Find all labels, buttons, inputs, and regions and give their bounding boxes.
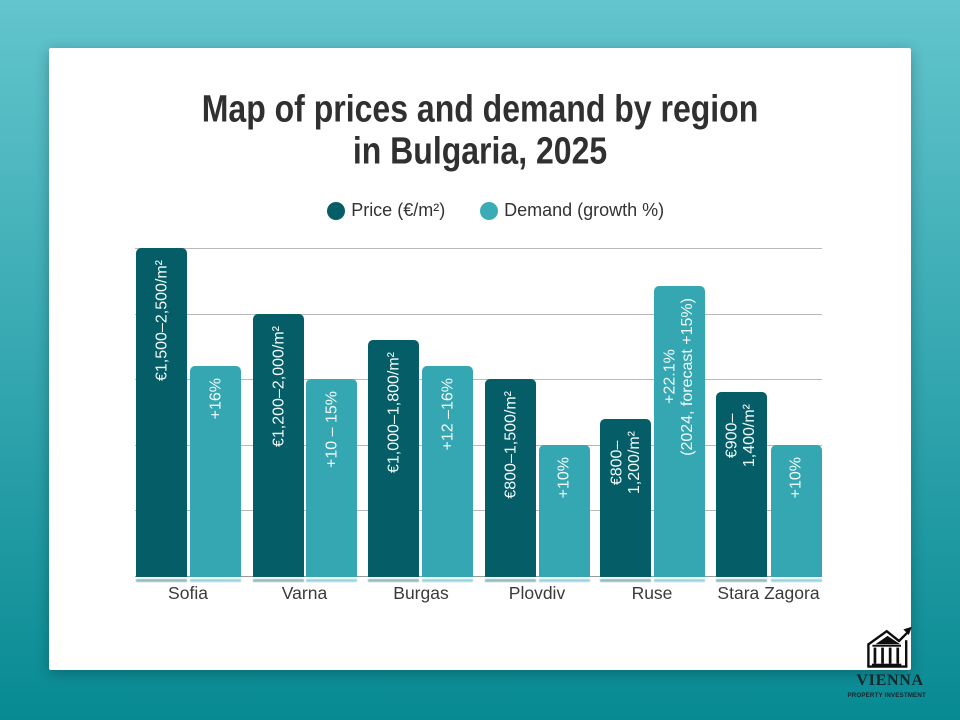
svg-text:PROPERTY INVESTMENT: PROPERTY INVESTMENT (848, 692, 926, 699)
svg-text:VIENNA: VIENNA (856, 672, 923, 689)
